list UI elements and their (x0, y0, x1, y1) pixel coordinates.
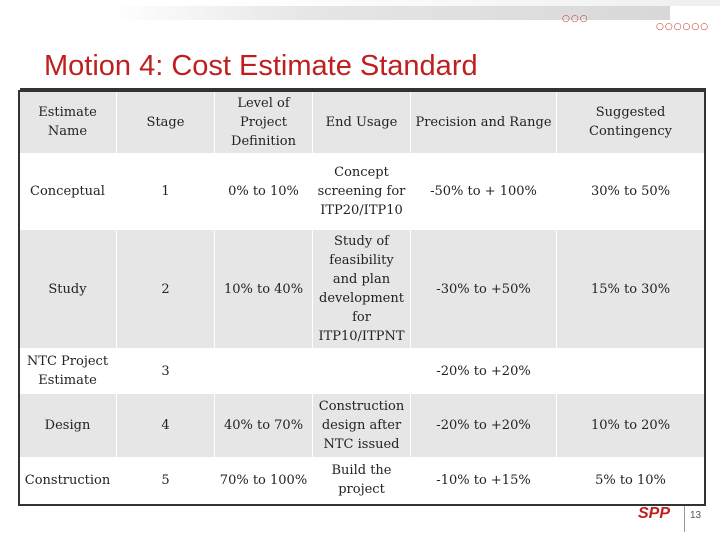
cell-precision-range: -20% to +20% (410, 393, 557, 458)
cell-end-usage: Construction design after NTC issued (312, 393, 411, 458)
header-stage: Stage (116, 90, 215, 154)
cell-level-of-definition: 10% to 40% (214, 229, 313, 349)
table-header-row: Estimate Name Stage Level of Project Def… (18, 90, 705, 154)
cell-level-of-definition: 0% to 10% (214, 153, 313, 230)
cell-contingency: 10% to 20% (556, 393, 705, 458)
cell-stage: 4 (116, 393, 215, 458)
cell-estimate-name: NTC Project Estimate (18, 348, 117, 394)
cell-precision-range: -50% to + 100% (410, 153, 557, 230)
table-row: Design 4 40% to 70% Construction design … (18, 393, 705, 458)
cell-stage: 2 (116, 229, 215, 349)
table-row: Conceptual 1 0% to 10% Concept screening… (18, 153, 705, 230)
cell-end-usage: Study of feasibility and plan developmen… (312, 229, 411, 349)
table-row: NTC Project Estimate 3 -20% to +20% (18, 348, 705, 394)
spp-logo: SPP (638, 505, 671, 522)
table-row: Construction 5 70% to 100% Build the pro… (18, 457, 705, 503)
cell-contingency: 30% to 50% (556, 153, 705, 230)
cell-estimate-name: Conceptual (18, 153, 117, 230)
cell-estimate-name: Design (18, 393, 117, 458)
page-number: 13 (690, 510, 702, 521)
cell-end-usage (312, 348, 411, 394)
cell-precision-range: -30% to +50% (410, 229, 557, 349)
cell-level-of-definition: 70% to 100% (214, 457, 313, 503)
slide-title: Motion 4: Cost Estimate Standard (44, 50, 478, 82)
cell-contingency (556, 348, 705, 394)
footer-divider (684, 506, 685, 532)
cell-precision-range: -10% to +15% (410, 457, 557, 503)
header-gradient-bar-top (240, 0, 720, 6)
cell-stage: 5 (116, 457, 215, 503)
decorative-dots-1: ○○○ (562, 14, 589, 24)
cell-estimate-name: Construction (18, 457, 117, 503)
table-row: Study 2 10% to 40% Study of feasibility … (18, 229, 705, 349)
cell-end-usage: Build the project (312, 457, 411, 503)
cell-stage: 3 (116, 348, 215, 394)
header-level-of-project-definition: Level of Project Definition (214, 90, 313, 154)
header-gradient-bar (110, 6, 670, 20)
header-precision-and-range: Precision and Range (410, 90, 557, 154)
cell-precision-range: -20% to +20% (410, 348, 557, 394)
cell-level-of-definition: 40% to 70% (214, 393, 313, 458)
cell-stage: 1 (116, 153, 215, 230)
cell-estimate-name: Study (18, 229, 117, 349)
cell-end-usage: Concept screening for ITP20/ITP10 (312, 153, 411, 230)
cost-estimate-table: Estimate Name Stage Level of Project Def… (18, 90, 705, 503)
title-underline (20, 88, 706, 90)
cell-contingency: 15% to 30% (556, 229, 705, 349)
cell-level-of-definition (214, 348, 313, 394)
decorative-dots-2: ○○○○○○ (656, 22, 710, 32)
header-suggested-contingency: Suggested Contingency (556, 90, 705, 154)
cell-contingency: 5% to 10% (556, 457, 705, 503)
header-end-usage: End Usage (312, 90, 411, 154)
header-estimate-name: Estimate Name (18, 90, 117, 154)
